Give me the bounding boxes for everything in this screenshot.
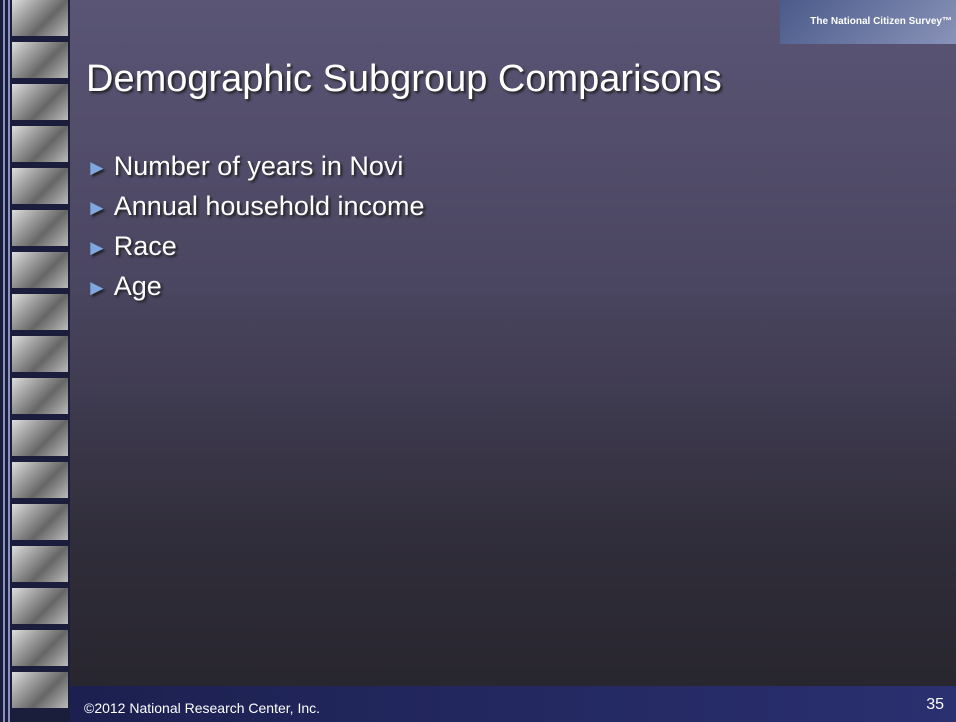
- logo: The National Citizen Survey™: [780, 0, 956, 44]
- thumb: [12, 420, 68, 458]
- bullet: Race: [86, 226, 425, 266]
- bullet: Annual household income: [86, 186, 425, 226]
- thumb: [12, 672, 68, 710]
- strip-line: [3, 0, 5, 722]
- thumb: [12, 504, 68, 542]
- thumb: [12, 294, 68, 332]
- thumb: [12, 546, 68, 584]
- thumb: [12, 84, 68, 122]
- bullet: Number of years in Novi: [86, 146, 425, 186]
- thumb: [12, 42, 68, 80]
- photo-strip: [0, 0, 70, 722]
- bullet: Age: [86, 266, 425, 306]
- page-number: 35: [926, 696, 944, 713]
- thumb: [12, 210, 68, 248]
- strip-line: [8, 0, 10, 722]
- thumb: [12, 630, 68, 668]
- thumb: [12, 588, 68, 626]
- copyright: ©2012 National Research Center, Inc.: [84, 700, 321, 716]
- thumb: [12, 462, 68, 500]
- slide-title: Demographic Subgroup Comparisons: [86, 58, 722, 100]
- bullet-list: Number of years in Novi Annual household…: [86, 146, 425, 306]
- thumb: [12, 126, 68, 164]
- thumb: [12, 168, 68, 206]
- thumb: [12, 336, 68, 374]
- footer: ©2012 National Research Center, Inc. 35: [70, 686, 956, 722]
- thumb: [12, 0, 68, 38]
- thumb: [12, 252, 68, 290]
- thumb: [12, 378, 68, 416]
